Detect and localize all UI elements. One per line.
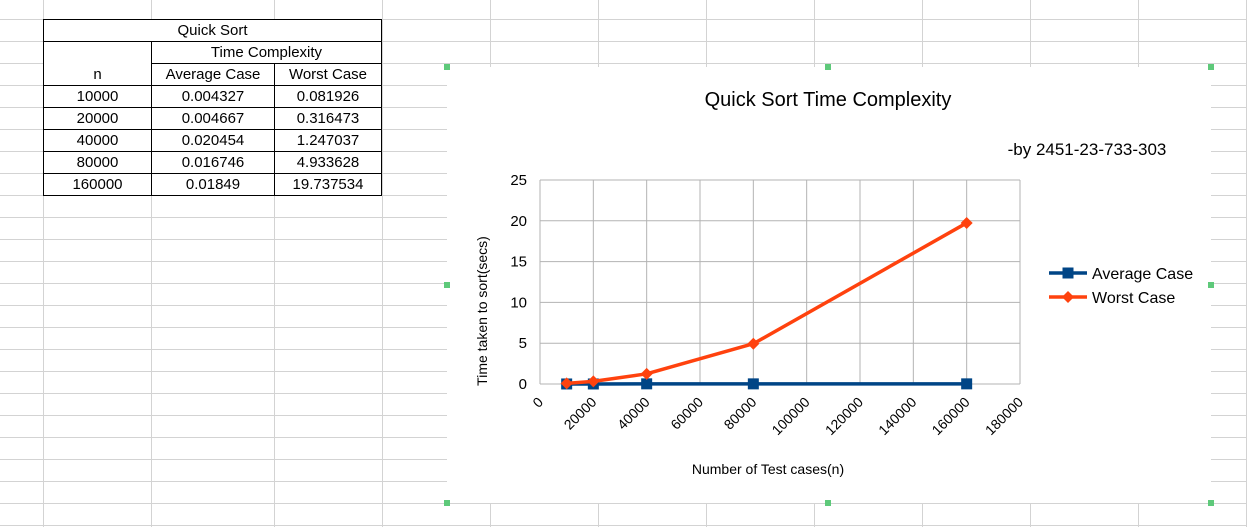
cell-average[interactable]: 0.004327 bbox=[151, 85, 275, 108]
chart-legend: Average Case Worst Case bbox=[1049, 266, 1193, 307]
cell-worst[interactable]: 1.247037 bbox=[274, 129, 382, 152]
resize-handle-top-left[interactable] bbox=[444, 64, 450, 70]
y-tick-label: 0 bbox=[519, 376, 527, 393]
data-point bbox=[747, 378, 759, 390]
legend-marker bbox=[1062, 291, 1074, 303]
table-row: 10000 0.004327 0.081926 bbox=[43, 85, 382, 108]
data-point bbox=[960, 216, 973, 229]
table-row: 20000 0.004667 0.316473 bbox=[43, 107, 382, 130]
chart-series bbox=[560, 216, 973, 390]
plot-gridlines bbox=[539, 179, 1021, 385]
x-tick-label: 100000 bbox=[768, 394, 812, 438]
chart-object[interactable]: Quick Sort Time Complexity -by 2451-23-7… bbox=[444, 64, 1214, 506]
x-tick-label: 120000 bbox=[822, 394, 866, 438]
y-axis-label: Time taken to sort(secs) bbox=[474, 236, 490, 386]
resize-handle-top-right[interactable] bbox=[1208, 64, 1214, 70]
header-worst-case[interactable]: Worst Case bbox=[274, 63, 382, 86]
cell-n[interactable]: 40000 bbox=[43, 129, 152, 152]
y-tick-label: 5 bbox=[519, 335, 527, 352]
quick-sort-table: Quick Sort n Time Complexity Average Cas… bbox=[43, 19, 382, 196]
data-point bbox=[587, 375, 600, 388]
cell-worst[interactable]: 0.081926 bbox=[274, 85, 382, 108]
y-tick-label: 20 bbox=[510, 213, 527, 230]
resize-handle-bottom-center[interactable] bbox=[825, 500, 831, 506]
y-tick-label: 15 bbox=[510, 254, 527, 271]
header-average-case[interactable]: Average Case bbox=[151, 63, 275, 86]
y-axis-ticks: 0 5 10 15 20 25 bbox=[510, 172, 527, 393]
data-point bbox=[640, 367, 653, 380]
resize-handle-bottom-left[interactable] bbox=[444, 500, 450, 506]
legend-label: Average Case bbox=[1092, 266, 1193, 283]
data-point bbox=[560, 377, 573, 390]
data-point bbox=[641, 378, 653, 390]
legend-label: Worst Case bbox=[1092, 290, 1175, 307]
y-tick-label: 10 bbox=[510, 294, 527, 311]
x-tick-label: 160000 bbox=[928, 394, 972, 438]
legend-marker bbox=[1062, 267, 1074, 279]
cell-n[interactable]: 160000 bbox=[43, 173, 152, 196]
resize-handle-bottom-right[interactable] bbox=[1208, 500, 1214, 506]
line-chart: Quick Sort Time Complexity -by 2451-23-7… bbox=[474, 89, 1193, 477]
x-axis-ticks: 0 20000 40000 60000 80000 100000 120000 140000 1… bbox=[529, 394, 1026, 438]
x-axis-label: Number of Test cases(n) bbox=[692, 461, 844, 477]
cell-n[interactable]: 80000 bbox=[43, 151, 152, 174]
cell-n[interactable]: 10000 bbox=[43, 85, 152, 108]
table-row: 160000 0.01849 19.737534 bbox=[43, 173, 382, 196]
cell-average[interactable]: 0.020454 bbox=[151, 129, 275, 152]
chart-title: Quick Sort Time Complexity bbox=[705, 89, 952, 111]
resize-handle-middle-right[interactable] bbox=[1208, 282, 1214, 288]
x-tick-label: 140000 bbox=[875, 394, 919, 438]
header-time-complexity[interactable]: Time Complexity bbox=[151, 41, 382, 64]
x-tick-label: 80000 bbox=[721, 394, 760, 433]
table-title[interactable]: Quick Sort bbox=[43, 19, 382, 42]
cell-worst[interactable]: 4.933628 bbox=[274, 151, 382, 174]
x-tick-label: 20000 bbox=[561, 394, 600, 433]
series-line bbox=[566, 221, 968, 386]
cell-worst[interactable]: 19.737534 bbox=[274, 173, 382, 196]
cell-average[interactable]: 0.01849 bbox=[151, 173, 275, 196]
x-tick-label: 40000 bbox=[614, 394, 653, 433]
chart-subtitle: -by 2451-23-733-303 bbox=[1008, 140, 1167, 159]
x-tick-label: 180000 bbox=[982, 394, 1026, 438]
cell-average[interactable]: 0.004667 bbox=[151, 107, 275, 130]
header-n[interactable]: n bbox=[43, 41, 152, 86]
data-point bbox=[961, 378, 973, 390]
table-row: 80000 0.016746 4.933628 bbox=[43, 151, 382, 174]
x-tick-label: 60000 bbox=[667, 394, 706, 433]
y-tick-label: 25 bbox=[510, 172, 527, 189]
resize-handle-top-center[interactable] bbox=[825, 64, 831, 70]
x-tick-label: 0 bbox=[529, 394, 546, 411]
resize-handle-middle-left[interactable] bbox=[444, 282, 450, 288]
table-row: 40000 0.020454 1.247037 bbox=[43, 129, 382, 152]
data-point bbox=[747, 337, 760, 350]
cell-average[interactable]: 0.016746 bbox=[151, 151, 275, 174]
cell-n[interactable]: 20000 bbox=[43, 107, 152, 130]
cell-worst[interactable]: 0.316473 bbox=[274, 107, 382, 130]
